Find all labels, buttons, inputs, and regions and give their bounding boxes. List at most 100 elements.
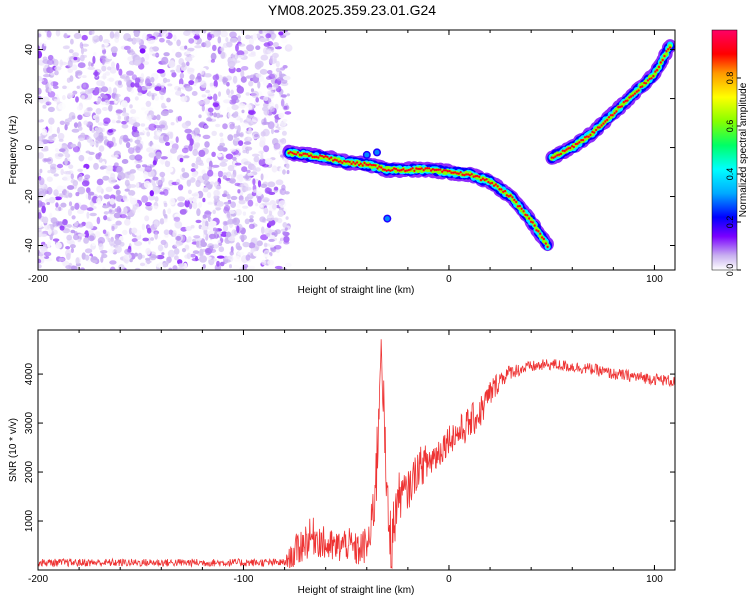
noise-cell [143, 171, 149, 179]
snr-panel: -200 -100 0 100 1000 2000 3000 4000 Height of s… [8, 329, 676, 596]
noise-cell [259, 216, 266, 223]
noise-cell [255, 202, 259, 207]
noise-cell [219, 161, 228, 167]
noise-cell [85, 88, 93, 95]
noise-cell [260, 183, 267, 188]
noise-cell [38, 152, 44, 159]
ridge-cell [383, 168, 386, 171]
noise-cell [259, 37, 267, 43]
noise-cell [131, 238, 138, 243]
noise-cell [54, 147, 60, 153]
noise-cell [263, 207, 269, 215]
noise-cell [121, 112, 130, 117]
noise-cell [158, 262, 163, 269]
noise-cell [272, 42, 279, 48]
noise-cell [72, 90, 78, 95]
noise-cell [116, 166, 124, 175]
ridge-cell [293, 152, 296, 156]
noise-cell [252, 189, 258, 193]
spectrogram-xlabel: Height of straight line (km) [298, 285, 415, 296]
noise-cell [42, 158, 48, 163]
noise-cell [285, 216, 289, 220]
ridge-cell [313, 155, 316, 159]
colorbar-frame [711, 29, 738, 271]
noise-cell [174, 243, 180, 248]
noise-cell [267, 90, 275, 96]
ridge-cell [396, 169, 399, 172]
noise-cell [62, 95, 66, 100]
noise-cell [127, 48, 131, 54]
noise-cell [125, 141, 131, 149]
noise-cell [210, 181, 215, 185]
noise-cell [282, 169, 286, 175]
ridge-cell [289, 150, 292, 154]
noise-cell [146, 227, 152, 234]
ridge-cell [474, 175, 477, 178]
noise-cell [118, 264, 125, 270]
noise-cell [212, 209, 216, 215]
noise-cell [103, 211, 109, 215]
noise-cell [204, 141, 210, 148]
noise-cell [204, 40, 211, 48]
noise-cell [134, 241, 143, 247]
noise-cell [199, 248, 204, 257]
noise-cell [84, 230, 90, 239]
noise-cell [237, 124, 241, 133]
ridge-cell [448, 169, 451, 173]
noise-cell [161, 105, 167, 109]
ridge-cell [633, 92, 637, 95]
noise-cell [149, 48, 154, 56]
noise-cell [162, 77, 168, 84]
noise-cell [100, 256, 104, 263]
noise-cell [232, 156, 237, 161]
noise-cell [88, 151, 95, 155]
noise-cell [246, 169, 251, 174]
noise-cell [47, 241, 51, 248]
ridge-cell [626, 99, 629, 102]
noise-cell [162, 188, 169, 196]
noise-cell [231, 104, 239, 111]
noise-cell [242, 241, 250, 248]
noise-cell [262, 164, 269, 168]
ridge-cell [295, 153, 298, 156]
noise-cell [101, 44, 105, 48]
noise-cell [88, 235, 95, 242]
ridge-cell [287, 152, 290, 155]
noise-cell [211, 151, 216, 157]
spectrogram-ylabel: Frequency (Hz) [8, 116, 19, 185]
noise-cell [162, 181, 167, 187]
noise-cell [275, 179, 284, 186]
noise-cell [91, 129, 95, 133]
noise-cell [160, 95, 164, 101]
noise-cell [184, 45, 188, 50]
noise-cell [63, 175, 71, 182]
noise-cell [140, 73, 145, 80]
noise-cell [226, 106, 231, 113]
ridge-cell [361, 164, 364, 167]
noise-cell [102, 204, 110, 209]
noise-cell [163, 229, 170, 235]
noise-cell [47, 170, 52, 174]
noise-cell [249, 215, 254, 219]
noise-cell [171, 71, 177, 78]
noise-cell [196, 72, 202, 80]
snr-frame [37, 329, 676, 571]
noise-cell [48, 117, 55, 125]
noise-cell [91, 240, 97, 247]
noise-cell [210, 52, 217, 61]
noise-cell [267, 70, 273, 75]
noise-cell [280, 121, 287, 127]
ridge-cell [600, 124, 603, 127]
noise-cell [239, 117, 243, 123]
noise-cell [146, 33, 153, 38]
ridge-cell [394, 167, 398, 171]
noise-cell [56, 126, 61, 134]
noise-cell [233, 60, 241, 64]
ridge-cell [559, 152, 563, 156]
ridge-cell [632, 94, 635, 97]
ridge-cell [433, 168, 436, 172]
ridge-cell [370, 163, 373, 167]
ridge-cell [479, 178, 483, 182]
noise-cell [266, 214, 274, 222]
